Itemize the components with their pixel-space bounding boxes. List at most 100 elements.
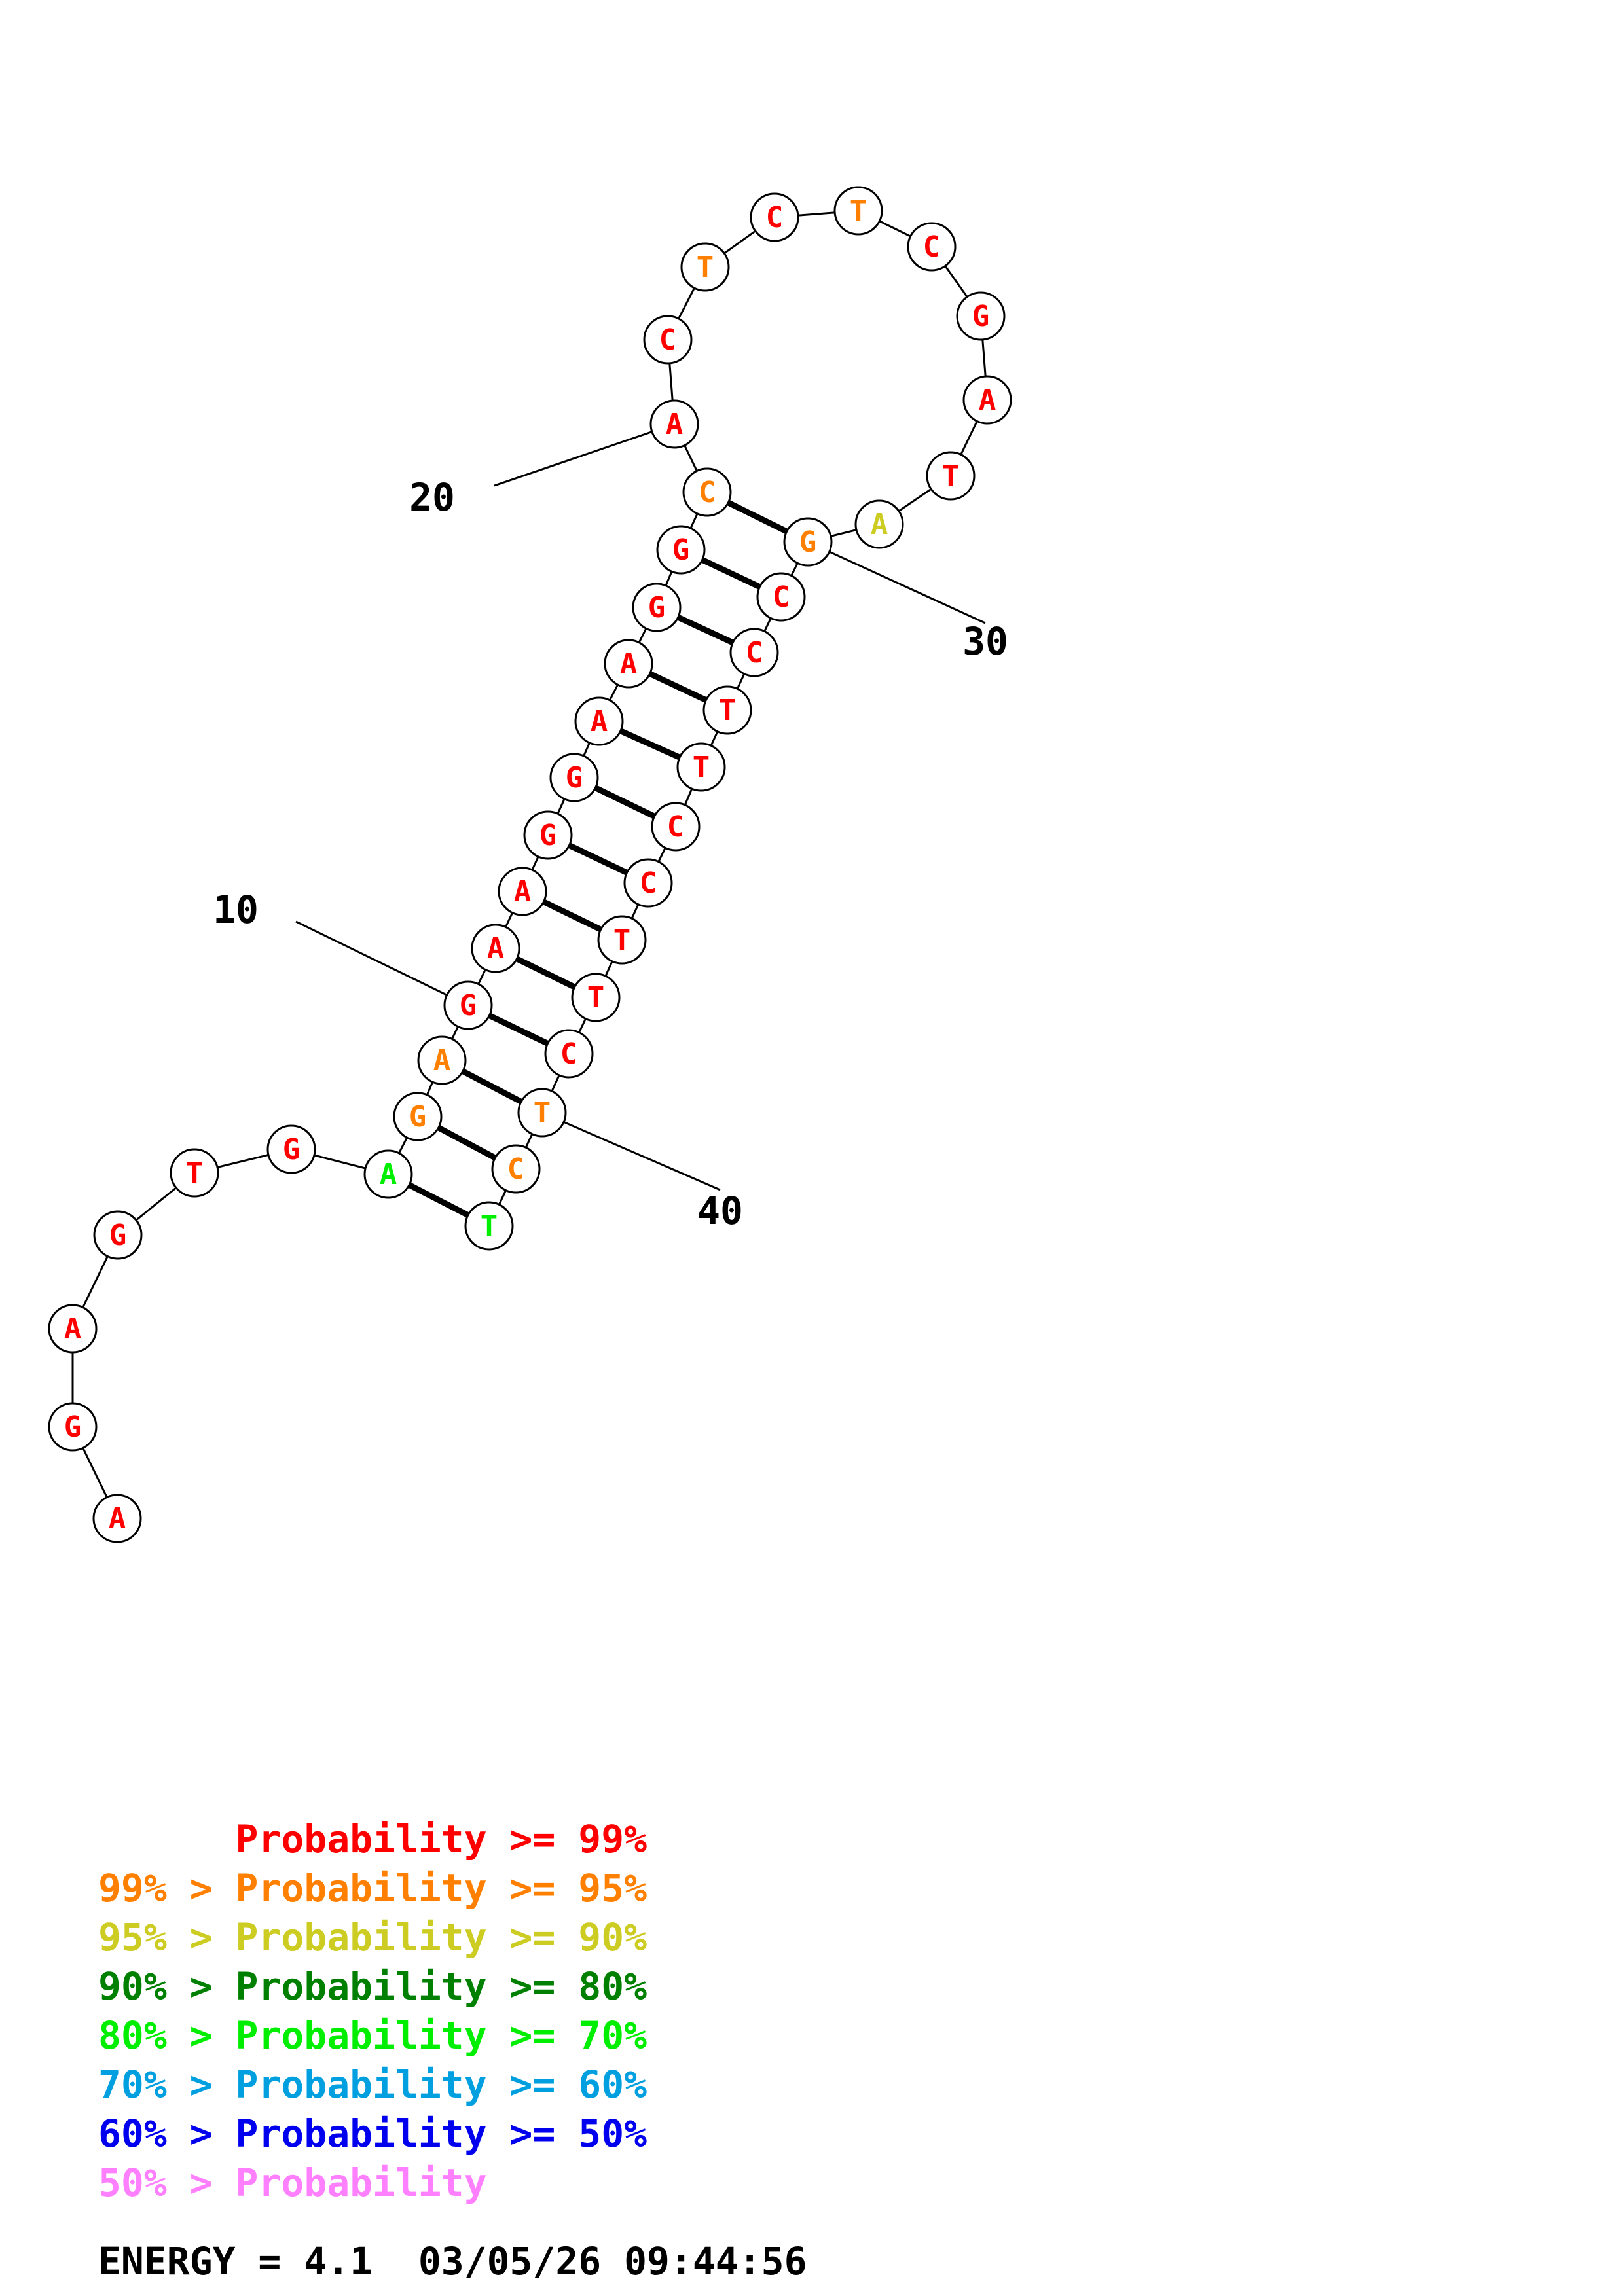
nucleotide-base: C <box>773 581 790 614</box>
nucleotide-base: G <box>64 1410 82 1444</box>
nucleotide: A <box>498 867 547 916</box>
base-pair-bond <box>437 1124 497 1161</box>
nucleotide-base: T <box>697 251 714 284</box>
nucleotide-base: A <box>871 508 888 541</box>
nucleotide: G <box>783 517 833 567</box>
nucleotide-circle <box>93 1210 143 1260</box>
nucleotide-circle <box>854 499 904 549</box>
nucleotide: T <box>571 973 621 1022</box>
nucleotide-circle <box>517 1088 567 1138</box>
nucleotide-circle <box>170 1148 219 1198</box>
backbone <box>71 209 989 1519</box>
legend-entry: 99% > Probability >= 95% <box>98 1866 647 1910</box>
position-label-leader <box>541 1111 721 1191</box>
nucleotide-circle <box>962 375 1012 425</box>
nucleotide-base: C <box>659 323 677 357</box>
nucleotide-base: C <box>746 636 763 670</box>
nucleotide-circle <box>597 915 647 965</box>
legend-entry: 95% > Probability >= 90% <box>98 1915 647 1960</box>
nucleotide: T <box>597 915 647 965</box>
nucleotide-base: G <box>799 526 817 559</box>
nucleotide-circle <box>393 1092 443 1141</box>
nucleotide: G <box>393 1092 443 1141</box>
position-label-leader <box>807 541 986 624</box>
nucleotide: G <box>656 525 706 575</box>
nucleotide-circle <box>632 583 682 632</box>
nucleotide-base: G <box>566 761 583 795</box>
nucleotide: C <box>651 802 701 852</box>
nucleotide-circle <box>649 399 699 449</box>
nucleotide-base: A <box>433 1044 451 1077</box>
nucleotide-base: G <box>539 819 557 852</box>
nucleotide-base: T <box>534 1096 551 1130</box>
nucleotide-base: A <box>620 647 638 681</box>
nucleotide-circle <box>523 810 573 860</box>
nucleotide-base: G <box>972 300 990 333</box>
nucleotide-base: G <box>460 989 477 1022</box>
nucleotide-base: G <box>283 1133 301 1166</box>
nucleotide: G <box>523 810 573 860</box>
nucleotide-circle <box>676 742 726 792</box>
nucleotide-circle <box>656 525 706 575</box>
nucleotide-base: T <box>693 751 710 784</box>
position-label: 40 <box>697 1189 743 1233</box>
position-label-leader <box>295 920 469 1007</box>
probability-legend: Probability >= 99% 99% > Probability >= 9… <box>98 1817 647 2205</box>
nucleotide-circle <box>471 924 520 973</box>
nucleotide: T <box>517 1088 567 1138</box>
nucleotide-base: C <box>640 867 657 900</box>
nucleotide-circle <box>549 753 599 802</box>
nucleotide-circle <box>571 973 621 1022</box>
nucleotide-circle <box>48 1304 98 1354</box>
base-pair-bond <box>676 615 735 645</box>
nucleotide-circle <box>417 1035 467 1085</box>
legend-entry: 60% > Probability >= 50% <box>98 2111 647 2156</box>
nucleotide-circle <box>783 517 833 567</box>
nucleotide-base: A <box>109 1502 126 1535</box>
nucleotide: G <box>48 1402 98 1452</box>
nucleotide: C <box>907 222 957 272</box>
nucleotide-base: A <box>591 705 608 738</box>
nucleotide-base: C <box>923 230 941 264</box>
legend-entry: 70% > Probability >= 60% <box>98 2062 647 2107</box>
nucleotide: G <box>956 291 1006 341</box>
nucleotide: G <box>632 583 682 632</box>
nucleotide-circle <box>443 980 493 1030</box>
nucleotide-circle <box>623 858 673 908</box>
nucleotide-circle <box>907 222 957 272</box>
nucleotide-base: T <box>719 694 737 727</box>
base-pair-bond <box>407 1182 470 1218</box>
nucleotide: C <box>729 628 779 677</box>
nucleotide-base: T <box>942 459 960 493</box>
energy-footer: ENERGY = 4.1 03/05/26 09:44:56 <box>98 2239 807 2284</box>
nucleotide-base: A <box>487 932 505 965</box>
nucleotide-circle <box>729 628 779 677</box>
nucleotide-base: T <box>850 194 867 228</box>
nucleotide-base: A <box>666 408 684 441</box>
nucleotide: T <box>702 685 752 735</box>
nucleotide-circle <box>491 1144 541 1194</box>
nucleotide: A <box>417 1035 467 1085</box>
nucleotide-circle <box>682 467 732 517</box>
base-pair-bond <box>619 728 681 761</box>
nucleotide-base: A <box>514 875 532 908</box>
nucleotide: A <box>962 375 1012 425</box>
nucleotide-base: T <box>186 1157 204 1190</box>
nucleotide-circle <box>956 291 1006 341</box>
nucleotide-circle <box>750 192 799 242</box>
nucleotide: A <box>854 499 904 549</box>
nucleotide-circle <box>574 696 624 746</box>
nucleotide-circle <box>363 1149 413 1199</box>
nucleotide: A <box>649 399 699 449</box>
nucleotide-base: T <box>481 1210 498 1243</box>
nucleotide: C <box>623 858 673 908</box>
nucleotide-base: A <box>380 1158 397 1191</box>
nucleotide-base: C <box>766 201 784 234</box>
nucleotide-circle <box>498 867 547 916</box>
base-pair-bond <box>461 1068 523 1105</box>
nucleotide: C <box>544 1029 594 1079</box>
nucleotide: T <box>464 1201 514 1251</box>
base-pair-bond <box>542 899 602 933</box>
nucleotide: T <box>833 186 883 236</box>
